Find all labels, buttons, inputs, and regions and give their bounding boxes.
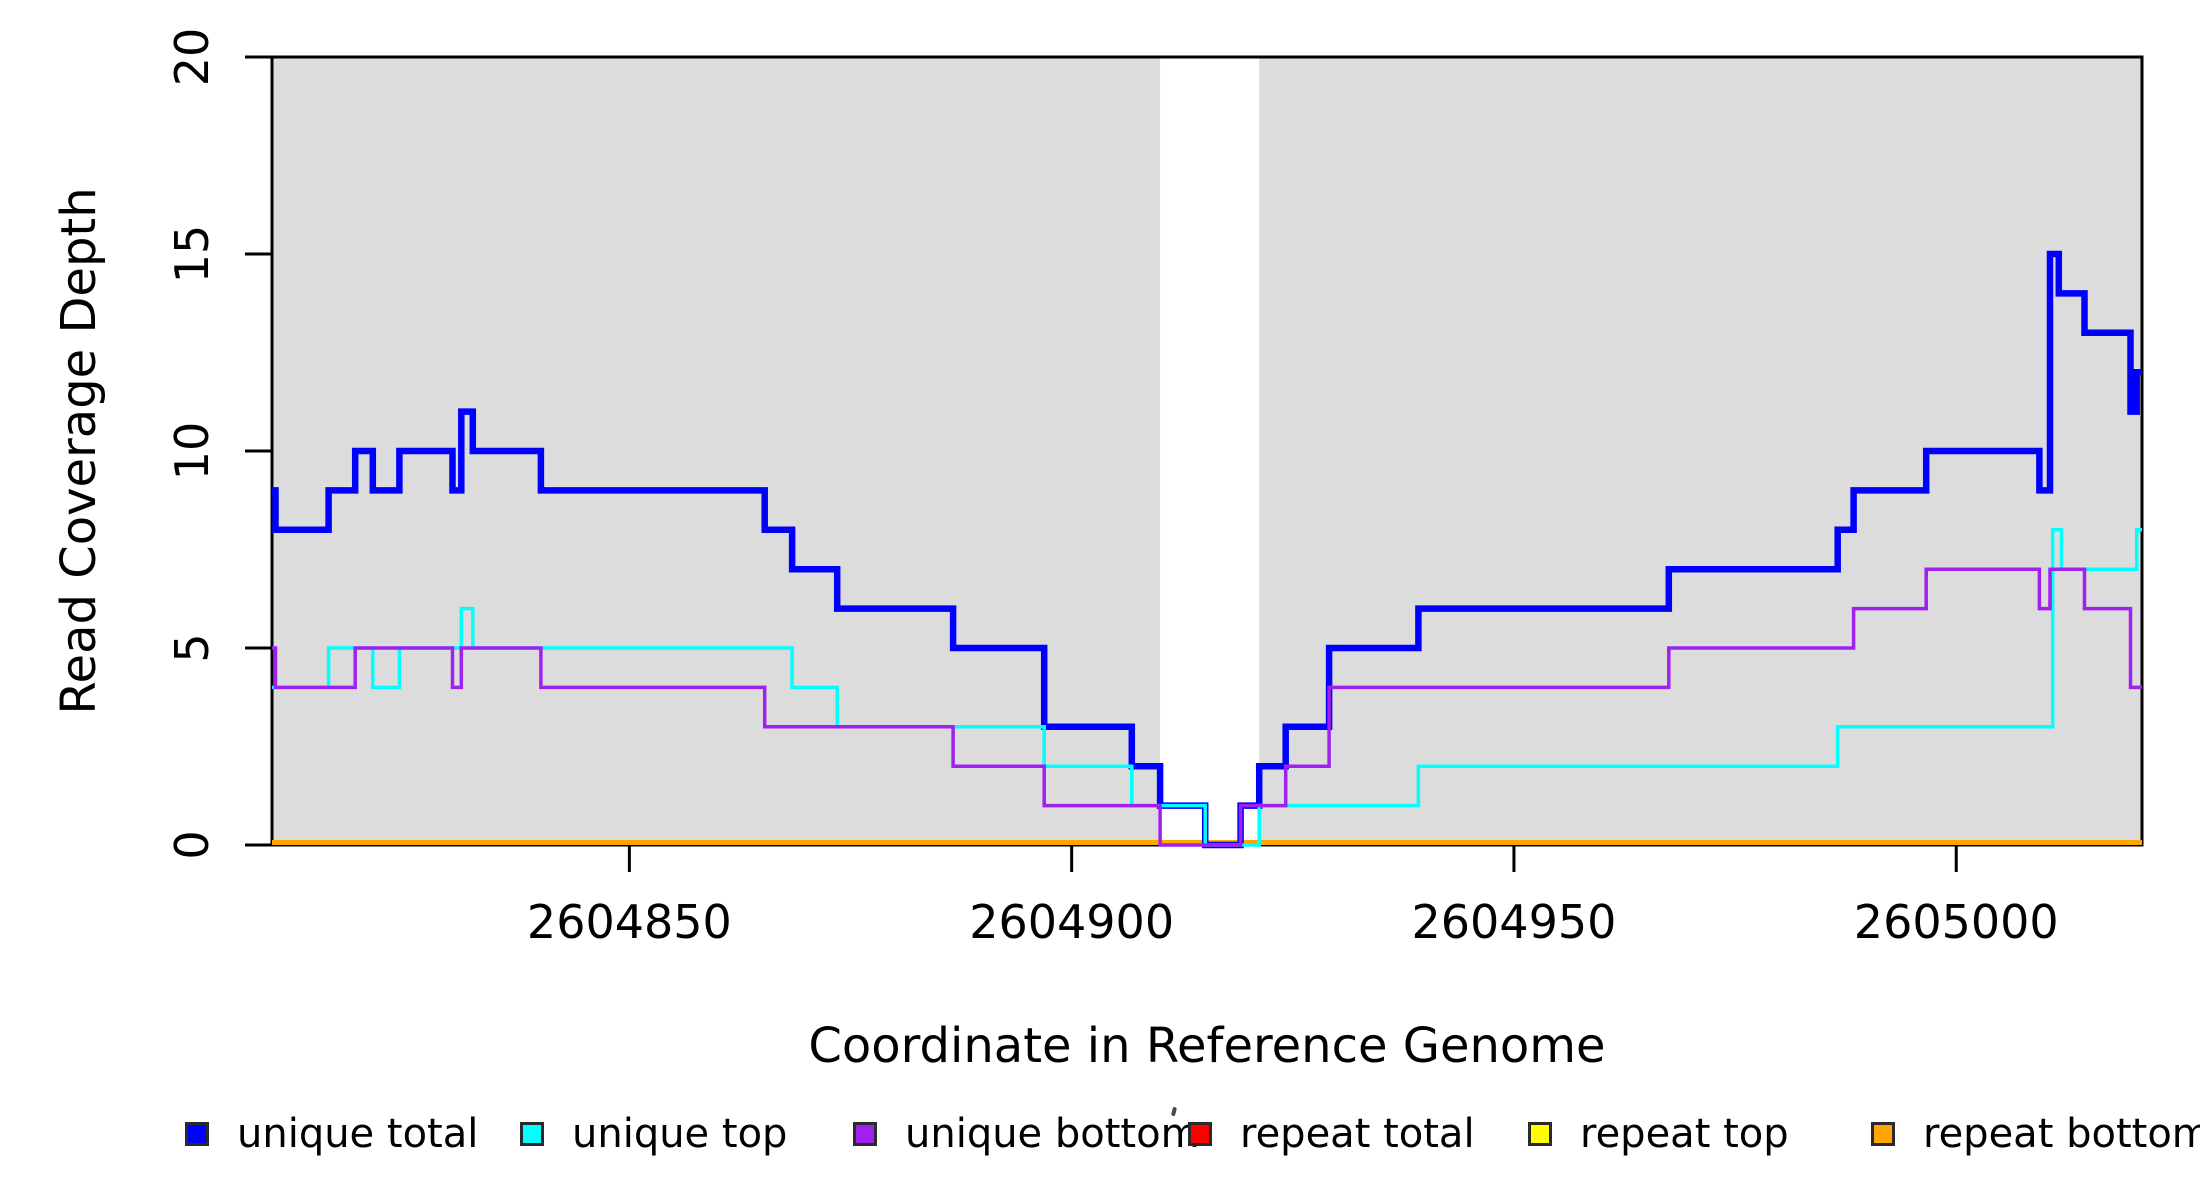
legend-item-unique-bottom: unique bottom: [853, 1110, 1200, 1158]
legend-item-repeat-bottom: repeat bottom: [1871, 1110, 2200, 1158]
legend-item-unique-total: unique total: [185, 1110, 478, 1158]
x-axis-tick-label: 2604900: [969, 895, 1174, 949]
y-axis-tick-label: 15: [165, 225, 219, 284]
legend-label: repeat top: [1580, 1111, 1789, 1157]
legend-label: repeat total: [1240, 1111, 1475, 1157]
x-axis-title: Coordinate in Reference Genome: [808, 1018, 1605, 1074]
y-axis-tick-label: 5: [165, 633, 219, 662]
x-axis-tick-label: 2604950: [1412, 895, 1617, 949]
legend-item-unique-top: unique top: [520, 1110, 787, 1158]
legend-item-repeat-top: repeat top: [1528, 1110, 1789, 1158]
series-line-unique-top: [272, 528, 2142, 847]
series-line-unique-bottom: [272, 567, 2142, 847]
y-axis-tick-label: 10: [165, 422, 219, 481]
legend-swatch-repeat-total: [1188, 1122, 1212, 1146]
series-lines-layer: [272, 250, 2142, 849]
y-axis-tick-label: 0: [165, 830, 219, 859]
legend-label: unique total: [237, 1111, 479, 1157]
legend-label: repeat bottom: [1923, 1111, 2200, 1157]
axis-ticks-layer: 2604850 2604900 2604950 2605000 0 5 10 15 20: [165, 28, 2059, 949]
legend-label: unique top: [572, 1111, 788, 1157]
y-axis-tick-label: 20: [165, 28, 219, 87]
legend-swatch-unique-top: [520, 1122, 544, 1146]
x-axis-tick-label: 2605000: [1854, 895, 2059, 949]
legend-label: unique bottom: [905, 1111, 1200, 1157]
legend-swatch-repeat-bottom: [1871, 1122, 1895, 1146]
y-axis-title: Read Coverage Depth: [51, 187, 107, 714]
legend-item-repeat-total: repeat total: [1188, 1110, 1475, 1158]
x-axis-tick-label: 2604850: [527, 895, 732, 949]
legend-swatch-repeat-top: [1528, 1122, 1552, 1146]
legend-swatch-unique-bottom: [853, 1122, 877, 1146]
legend-swatch-unique-total: [185, 1122, 209, 1146]
